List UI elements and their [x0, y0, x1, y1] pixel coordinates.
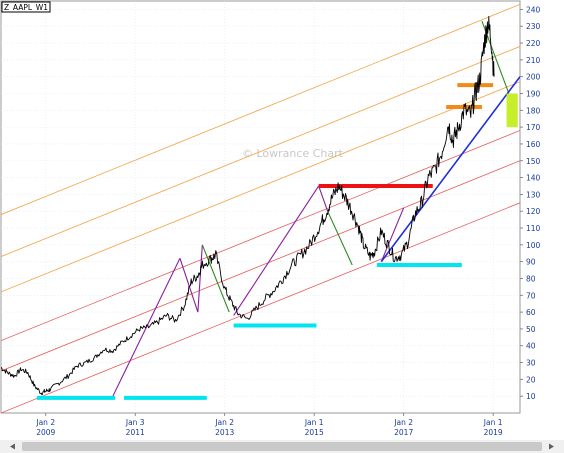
x-tick-label-line2: 2019 — [484, 428, 503, 437]
y-tick-label: 140 — [526, 174, 541, 183]
scrollbar-thumb[interactable] — [22, 442, 542, 451]
x-tick-label-line2: 2009 — [36, 428, 55, 437]
y-tick-label: 30 — [526, 359, 536, 368]
orange-channel-line — [1, 81, 520, 293]
y-tick-label: 80 — [526, 274, 536, 283]
scroll-right-icon[interactable] — [549, 443, 554, 450]
grid — [1, 1, 520, 413]
x-tick-label-line2: 2011 — [126, 428, 145, 437]
y-tick-label: 230 — [526, 22, 541, 31]
y-tick-label: 210 — [526, 56, 541, 65]
y-tick-label: 120 — [526, 207, 541, 216]
green-trend-segment — [201, 244, 230, 313]
purple-trend-segment — [197, 244, 203, 313]
orange-channel-line — [1, 3, 520, 215]
y-tick-label: 130 — [526, 190, 541, 199]
y-tick-label: 20 — [526, 375, 536, 384]
x-tick-label-line2: 2013 — [215, 428, 234, 437]
symbol-tag-box — [1, 1, 51, 13]
scroll-left-icon[interactable] — [10, 443, 15, 450]
y-tick-label: 40 — [526, 342, 536, 351]
green-trend-segment — [327, 210, 353, 266]
price-series — [0, 16, 495, 396]
symbol-tag: Z_AAPL_W1 — [4, 3, 48, 12]
x-tick-label-line2: 2015 — [305, 428, 324, 437]
y-tick-label: 180 — [526, 106, 541, 115]
x-tick-label-line1: Jan 1 — [483, 418, 503, 427]
x-tick-label-line1: Jan 2 — [35, 418, 55, 427]
x-tick-label-line1: Jan 2 — [393, 418, 413, 427]
y-tick-label: 170 — [526, 123, 541, 132]
x-tick-label-line1: Jan 1 — [304, 418, 324, 427]
y-tick-label: 70 — [526, 291, 536, 300]
purple-trend-segment — [233, 185, 320, 316]
orange-channel-line — [1, 46, 520, 257]
x-tick-label-line1: Jan 2 — [214, 418, 234, 427]
y-tick-label: 220 — [526, 39, 541, 48]
target-zone-box — [506, 93, 518, 128]
y-tick-label: 110 — [526, 224, 541, 233]
horizontal-scrollbar[interactable] — [0, 440, 564, 453]
y-tick-label: 240 — [526, 5, 541, 14]
plot-area-border — [0, 0, 521, 414]
purple-trend-segment — [380, 207, 405, 262]
y-tick-label: 10 — [526, 392, 536, 401]
x-tick-label-line2: 2017 — [394, 428, 413, 437]
y-tick-label: 150 — [526, 157, 541, 166]
purple-trend-segment — [179, 258, 199, 313]
y-tick-label: 90 — [526, 258, 536, 267]
y-axis: 10 20 30 40 50 60 70 80 90 100 110 120 130 140 150 160 1… — [520, 5, 541, 401]
watermark: © Lowrance Chart — [242, 147, 344, 160]
blue-trendline — [380, 76, 520, 263]
target-zone — [506, 93, 518, 128]
price-line — [0, 16, 495, 396]
purple-trend-segment — [318, 185, 329, 212]
x-tick-label-line1: Jan 3 — [125, 418, 145, 427]
channel-lines — [1, 3, 520, 413]
y-tick-label: 160 — [526, 140, 541, 149]
y-tick-label: 60 — [526, 308, 536, 317]
y-tick-label: 190 — [526, 89, 541, 98]
y-tick-label: 100 — [526, 241, 541, 250]
y-tick-label: 50 — [526, 325, 536, 334]
y-tick-label: 200 — [526, 73, 541, 82]
red-channel-line — [1, 202, 520, 413]
red-channel-line — [1, 160, 520, 372]
